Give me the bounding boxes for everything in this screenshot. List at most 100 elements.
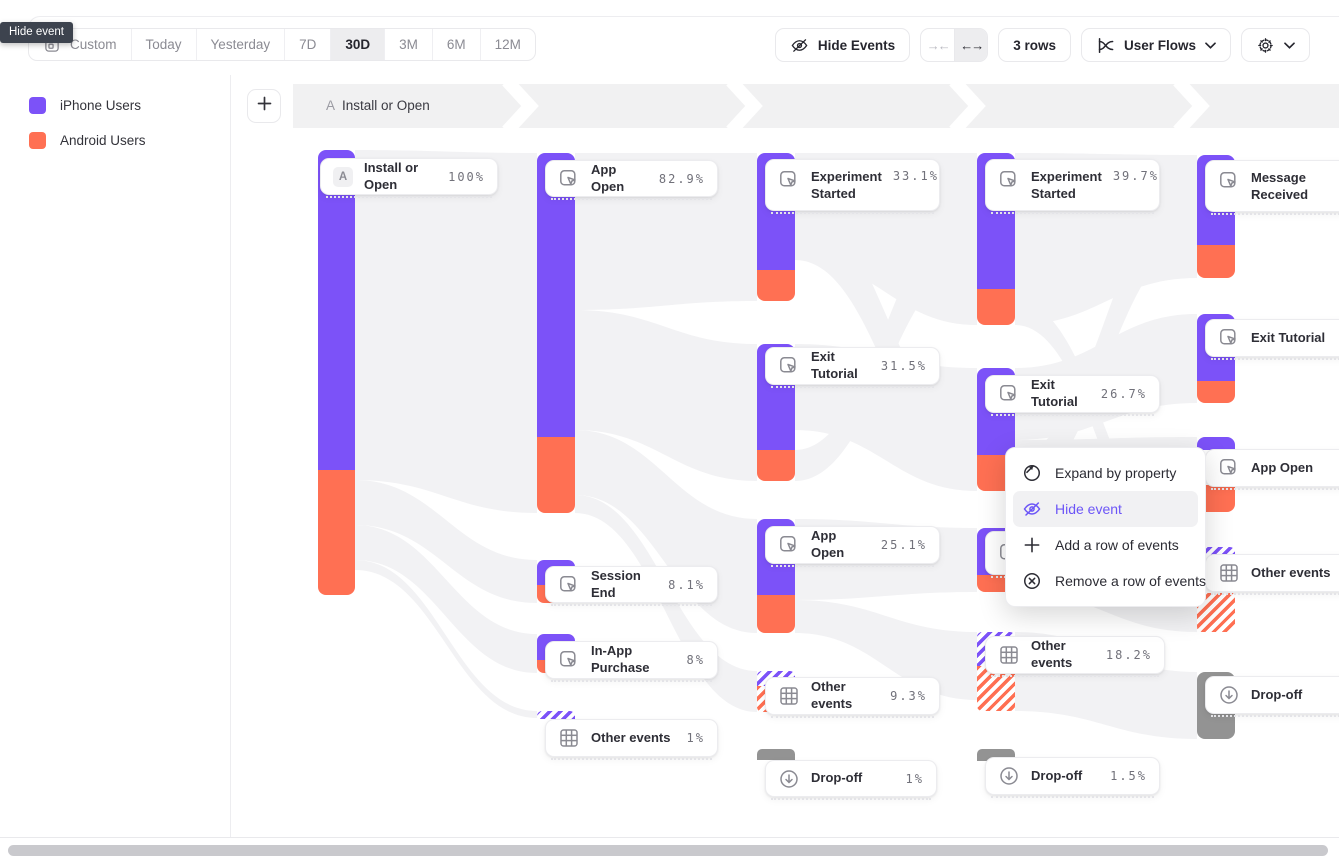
chart-type-dropdown[interactable]: User Flows <box>1080 28 1231 62</box>
step-letter-badge: A <box>333 166 353 187</box>
chevron-down-icon <box>1284 41 1295 49</box>
grid-icon <box>558 727 580 749</box>
event-node-app-open[interactable]: App Open 82.9% <box>545 160 718 200</box>
expand-property-icon <box>1022 463 1042 483</box>
bar-appopen2-android[interactable] <box>757 595 795 633</box>
legend-swatch-iphone <box>29 97 46 114</box>
event-node-other-events-4[interactable]: Other events <box>1205 554 1339 595</box>
eye-off-icon <box>790 36 809 55</box>
date-range-7d[interactable]: 7D <box>284 29 330 60</box>
date-range-custom[interactable]: Custom <box>29 29 131 60</box>
bar-appopen-iphone[interactable] <box>537 153 575 437</box>
eye-off-icon <box>1022 499 1042 519</box>
add-step-button[interactable] <box>247 89 281 123</box>
event-node-exit-tutorial-2[interactable]: Exit Tutorial 26.7% <box>985 375 1160 416</box>
bar-install-android[interactable] <box>318 470 355 595</box>
event-icon <box>558 649 580 671</box>
bar-experiment3-android[interactable] <box>977 289 1015 325</box>
rows-button[interactable]: 3 rows <box>998 28 1071 62</box>
circle-x-icon <box>1022 571 1042 591</box>
event-node-exit-tutorial[interactable]: Exit Tutorial 31.5% <box>765 347 940 388</box>
event-node-in-app-purchase[interactable]: In-App Purchase 8% <box>545 641 718 682</box>
arrow-down-circle-icon <box>1218 684 1240 706</box>
right-toolbar: Hide Events →← ←→ 3 rows User Flows <box>774 28 1310 62</box>
dropoff-node-4[interactable]: Drop-off <box>1205 676 1339 717</box>
event-icon <box>558 574 580 596</box>
event-node-other-events-2[interactable]: Other events 9.3% <box>765 677 940 718</box>
event-node-experiment-started-2[interactable]: Experiment Started 39.7% <box>985 159 1160 214</box>
expand-arrows-icon: ←→ <box>960 37 984 53</box>
gear-icon <box>1256 36 1275 55</box>
plus-icon <box>1022 535 1042 555</box>
bar-appopen4-iphone[interactable] <box>1197 437 1235 450</box>
step-chevron-separators <box>502 76 1210 136</box>
event-node-app-open-2[interactable]: App Open 25.1% <box>765 526 940 567</box>
event-node-experiment-started[interactable]: Experiment Started 33.1% <box>765 159 940 214</box>
legend-item-iphone-users[interactable]: iPhone Users <box>29 97 141 114</box>
menu-item-remove-row-of-events[interactable]: Remove a row of events <box>1013 563 1206 599</box>
bar-other4-hatched-iphone[interactable] <box>1197 547 1235 556</box>
legend-label: iPhone Users <box>60 98 142 113</box>
bar-install-iphone[interactable] <box>318 150 355 470</box>
event-icon <box>1218 170 1240 192</box>
expand-columns-button[interactable]: ←→ <box>954 29 988 61</box>
event-node-message-received[interactable]: Message Received <box>1205 160 1339 215</box>
event-node-app-open-3[interactable]: App Open <box>1205 449 1339 490</box>
bar-exittutorial4-android[interactable] <box>1197 381 1235 403</box>
step-label: Install or Open <box>342 98 430 113</box>
collapse-arrows-icon: →← <box>926 37 951 53</box>
bar-message-android[interactable] <box>1197 245 1235 278</box>
arrow-down-circle-icon <box>998 765 1020 787</box>
bar-appopen-android[interactable] <box>537 437 575 513</box>
event-icon <box>1218 327 1240 349</box>
date-range-yesterday[interactable]: Yesterday <box>195 29 285 60</box>
date-range-12m[interactable]: 12M <box>479 29 535 60</box>
grid-icon <box>1218 562 1240 584</box>
event-node-other-events-3[interactable]: Other events 18.2% <box>985 636 1165 677</box>
event-icon <box>778 169 800 191</box>
event-icon <box>778 534 800 556</box>
event-node-session-end[interactable]: Session End 8.1% <box>545 566 718 606</box>
date-range-30d[interactable]: 30D <box>330 29 385 60</box>
collapse-columns-button[interactable]: →← <box>921 29 954 61</box>
date-range-control: Custom Today Yesterday 7D 30D 3M 6M 12M <box>28 28 536 61</box>
event-context-menu: Expand by property Hide event Add a row … <box>1005 447 1206 607</box>
date-range-3m[interactable]: 3M <box>384 29 432 60</box>
dropoff-node-3[interactable]: Drop-off 1.5% <box>985 757 1160 798</box>
hide-events-button[interactable]: Hide Events <box>774 28 911 62</box>
event-icon <box>558 168 580 190</box>
event-icon <box>778 355 800 377</box>
menu-item-expand-by-property[interactable]: Expand by property <box>1013 455 1198 491</box>
event-node-exit-tutorial-3[interactable]: Exit Tutorial <box>1205 319 1339 360</box>
event-node-other-events[interactable]: Other events 1% <box>545 719 718 760</box>
panel-top-border <box>88 16 1339 17</box>
step-letter: A <box>326 98 336 113</box>
horizontal-scrollbar-thumb[interactable] <box>8 845 1328 856</box>
legend-item-android-users[interactable]: Android Users <box>29 132 146 149</box>
collapse-expand-toggle: →← ←→ <box>920 28 989 62</box>
date-range-today[interactable]: Today <box>130 29 196 60</box>
bar-dropoff2[interactable] <box>757 749 795 760</box>
event-icon <box>998 383 1020 405</box>
plus-icon <box>257 96 272 116</box>
step-header-band[interactable]: A Install or Open <box>293 76 1339 136</box>
date-range-6m[interactable]: 6M <box>431 29 480 60</box>
bar-exittutorial-android[interactable] <box>757 450 795 481</box>
grid-icon <box>998 644 1020 666</box>
dropoff-node-2[interactable]: Drop-off 1% <box>765 760 937 800</box>
step-header: A Install or Open <box>326 98 430 113</box>
user-flows-icon <box>1096 36 1115 55</box>
grid-icon <box>778 685 800 707</box>
bar-experiment-android[interactable] <box>757 270 795 301</box>
legend-label: Android Users <box>60 133 146 148</box>
event-node-install-or-open[interactable]: A Install or Open 100% <box>320 158 498 198</box>
settings-dropdown[interactable] <box>1241 28 1310 62</box>
event-icon <box>998 169 1020 191</box>
date-range-label: Custom <box>70 37 117 52</box>
menu-item-hide-event[interactable]: Hide event <box>1013 491 1198 527</box>
bar-other-hatched[interactable] <box>537 711 575 719</box>
menu-item-add-row-of-events[interactable]: Add a row of events <box>1013 527 1198 563</box>
legend-swatch-android <box>29 132 46 149</box>
legend-pane-divider <box>230 75 231 837</box>
